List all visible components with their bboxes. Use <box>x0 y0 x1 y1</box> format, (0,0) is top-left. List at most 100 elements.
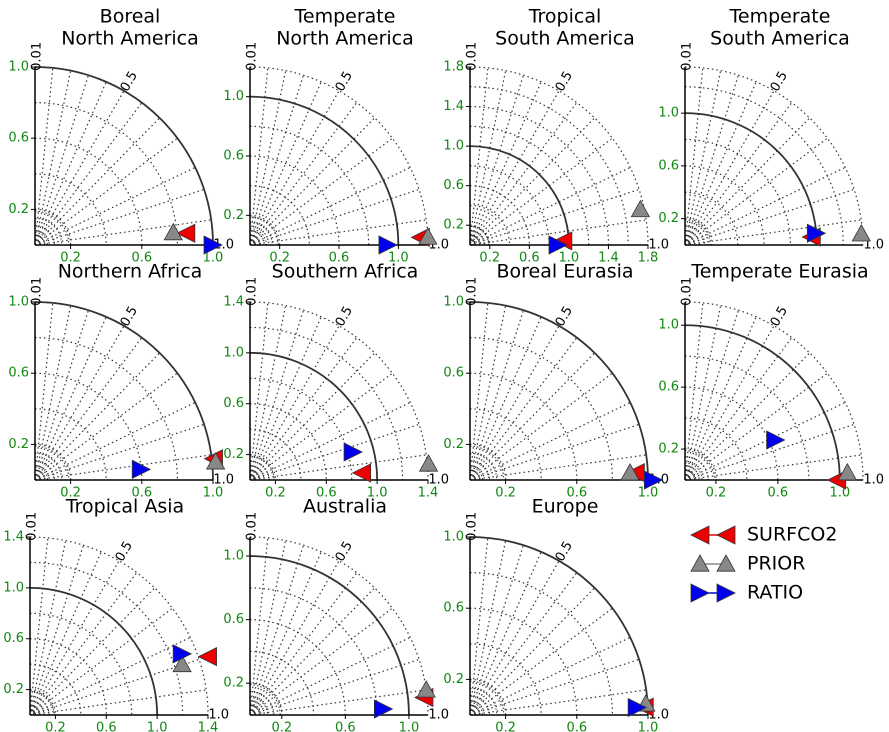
corr-ray <box>34 423 205 481</box>
corr-label: 0.01 <box>679 42 694 71</box>
corr-ray <box>249 337 358 481</box>
corr-ray <box>34 454 212 481</box>
x-tick-label: 0.6 <box>316 486 337 501</box>
corr-ray <box>469 81 542 246</box>
x-tick-label: 1.4 <box>598 251 619 266</box>
taylor-point <box>205 452 226 470</box>
panel-title: Temperate Eurasia <box>690 261 868 283</box>
corr-label: 0.01 <box>244 277 259 306</box>
taylor-point <box>418 227 438 245</box>
legend-label: RATIO <box>747 582 803 604</box>
corr-ray <box>29 587 156 716</box>
std-grid-arc <box>249 703 262 716</box>
x-tick-label: 1.0 <box>638 486 659 501</box>
taylor-panel: 0.20.61.00.2 0.6 1.00.010.51.0TemperateNor… <box>223 6 449 266</box>
corr-label: 0.01 <box>464 512 479 541</box>
corr-label: 0.5 <box>333 539 356 564</box>
y-tick-label: 0.6 <box>223 396 244 411</box>
corr-label: 0.01 <box>29 277 44 306</box>
taylor-point <box>630 199 651 218</box>
corr-ray <box>684 117 811 246</box>
y-tick-label: 1.0 <box>8 60 29 75</box>
outer-arc <box>34 66 214 246</box>
std-grid-arc <box>249 185 310 246</box>
corr-ray <box>34 102 143 246</box>
x-tick-label: 0.2 <box>265 486 286 501</box>
outer-arc <box>29 536 209 716</box>
std-grid-arc <box>469 233 482 246</box>
std-grid-arc <box>469 678 507 716</box>
taylor-point <box>163 222 183 241</box>
taylor-panel: 0.20.61.01.41.80.2 0.6 1.0 1.4 1.80.010.51.0… <box>443 6 669 266</box>
legend-marker <box>690 583 710 603</box>
y-tick-label: 0.6 <box>443 366 464 381</box>
std-grid-arc <box>34 217 63 246</box>
std-grid-arc <box>29 638 107 716</box>
taylor-point <box>620 463 640 481</box>
taylor-point <box>766 430 786 450</box>
y-tick-label: 0.6 <box>223 149 244 164</box>
std-grid-arc <box>34 208 72 246</box>
corr-label: 0.01 <box>464 277 479 306</box>
std-grid-arc <box>469 467 483 481</box>
std-grid-arc <box>249 555 410 716</box>
reference-arc <box>249 555 410 716</box>
corr-label: 1.0 <box>208 708 229 723</box>
corr-ray <box>249 310 304 481</box>
corr-ray <box>249 689 427 716</box>
y-tick-label: 0.2 <box>223 447 244 462</box>
corr-ray <box>29 636 191 716</box>
x-tick-label: 1.4 <box>418 486 439 501</box>
x-tick-label: 1.0 <box>367 486 388 501</box>
std-grid-arc <box>29 612 133 716</box>
corr-ray <box>469 587 596 716</box>
panel-title: North America <box>276 28 414 50</box>
corr-ray <box>249 572 358 716</box>
std-grid-arc <box>469 224 491 246</box>
corr-label: 0.5 <box>333 304 356 329</box>
taylor-point <box>197 646 217 667</box>
legend-label: SURFCO2 <box>747 524 837 546</box>
y-tick-label: 1.4 <box>3 530 24 545</box>
reference-arc <box>684 112 818 246</box>
std-grid-arc <box>34 408 107 481</box>
std-grid-arc <box>34 173 107 246</box>
corr-label: 0.5 <box>118 304 141 329</box>
y-tick-label: 0.6 <box>8 131 29 146</box>
corr-ray <box>469 75 524 246</box>
std-grid-arc <box>469 86 629 246</box>
reference-arc <box>29 586 159 716</box>
corr-ray <box>684 337 793 481</box>
corr-ray <box>34 75 89 246</box>
std-grid-arc <box>34 452 63 481</box>
corr-ray <box>34 310 89 481</box>
corr-ray <box>684 316 757 481</box>
x-tick-label: 1.0 <box>638 721 659 732</box>
std-grid-arc <box>34 443 72 481</box>
std-grid-arc <box>249 587 378 716</box>
std-grid-arc <box>249 428 302 481</box>
taylor-point <box>418 454 439 472</box>
outer-arc <box>469 536 649 716</box>
x-tick-label: 0.2 <box>60 251 81 266</box>
reference-arc <box>249 351 379 481</box>
std-grid-arc <box>469 443 507 481</box>
x-tick-label: 0.2 <box>706 486 727 501</box>
std-grid-arc <box>249 682 283 716</box>
corr-label: 0.01 <box>29 42 44 71</box>
legend-marker <box>716 525 736 545</box>
y-tick-label: 1.8 <box>443 60 464 75</box>
corr-label: 0.5 <box>113 539 136 564</box>
x-tick-label: 1.0 <box>559 251 580 266</box>
std-grid-arc <box>469 702 483 716</box>
std-grid-arc <box>249 470 260 481</box>
reference-arc <box>684 324 841 481</box>
corr-ray <box>469 137 613 246</box>
x-tick-label: 0.2 <box>495 721 516 732</box>
corr-label: 1.0 <box>213 238 234 253</box>
std-grid-arc <box>684 450 715 481</box>
x-tick-label: 0.6 <box>329 251 350 266</box>
corr-ray <box>249 587 376 716</box>
x-tick-label: 0.6 <box>96 721 117 732</box>
y-tick-label: 0.2 <box>443 672 464 687</box>
